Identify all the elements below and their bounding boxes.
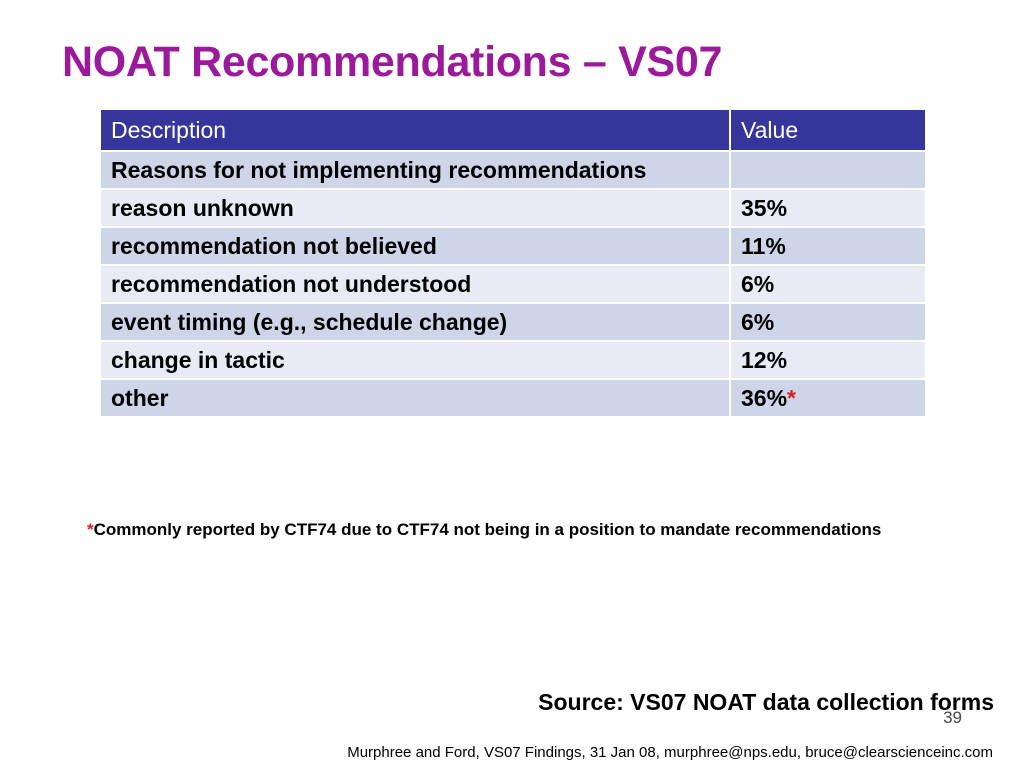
row-description: other <box>99 378 731 418</box>
recommendations-table: Description Value Reasons for not implem… <box>99 108 927 418</box>
row-description: event timing (e.g., schedule change) <box>99 302 731 342</box>
credits-line: Murphree and Ford, VS07 Findings, 31 Jan… <box>347 744 993 761</box>
table-row: change in tactic 12% <box>99 340 927 380</box>
page-number: 39 <box>943 708 962 727</box>
table-row: recommendation not believed 11% <box>99 226 927 266</box>
row-description: reason unknown <box>99 188 731 228</box>
table-group-row: Reasons for not implementing recommendat… <box>99 150 927 190</box>
footnote-marker: * <box>787 384 796 411</box>
group-value <box>729 150 927 190</box>
footnote-text: Commonly reported by CTF74 due to CTF74 … <box>93 520 882 539</box>
row-value: 11% <box>729 226 927 266</box>
row-description: change in tactic <box>99 340 731 380</box>
footnote-marker: * <box>87 520 94 539</box>
table-row: event timing (e.g., schedule change) 6% <box>99 302 927 342</box>
row-description: recommendation not believed <box>99 226 731 266</box>
row-value: 36%* <box>729 378 927 418</box>
row-value-text: 36% <box>741 384 788 411</box>
table-row: recommendation not understood 6% <box>99 264 927 304</box>
source-line: Source: VS07 NOAT data collection forms <box>538 689 994 715</box>
header-description: Description <box>99 108 731 152</box>
row-value: 6% <box>729 264 927 304</box>
table-header-row: Description Value <box>99 108 927 152</box>
row-description: recommendation not understood <box>99 264 731 304</box>
table-row: other 36%* <box>99 378 927 418</box>
header-value: Value <box>729 108 927 152</box>
table-row: reason unknown 35% <box>99 188 927 228</box>
row-value: 35% <box>729 188 927 228</box>
row-value: 12% <box>729 340 927 380</box>
row-value: 6% <box>729 302 927 342</box>
group-label: Reasons for not implementing recommendat… <box>99 150 731 190</box>
slide-title: NOAT Recommendations – VS07 <box>62 38 723 86</box>
footnote: *Commonly reported by CTF74 due to CTF74… <box>87 518 907 542</box>
